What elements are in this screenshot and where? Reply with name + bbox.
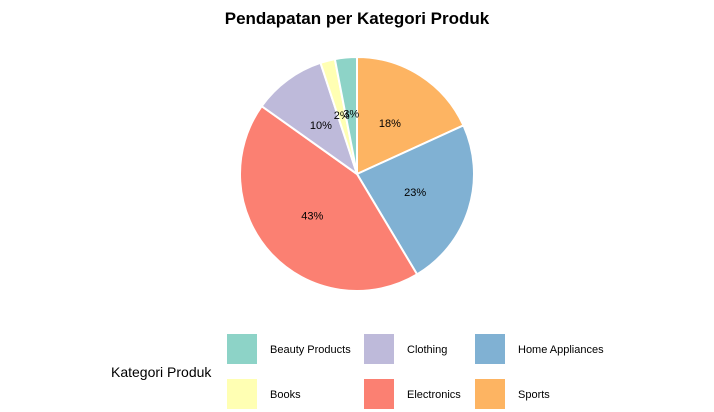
legend-label-sports: Sports <box>518 389 550 401</box>
legend-item-sports: Sports <box>475 379 550 409</box>
pie-slice-labels: 18% 23% 43% 10%2%3% <box>301 108 426 222</box>
legend-title: Kategori Produk <box>111 364 212 380</box>
legend-label-home-appliances: Home Appliances <box>518 344 604 356</box>
slice-label-beauty-products: 3% <box>343 108 359 120</box>
pie-slice-clothing <box>260 61 359 177</box>
legend-swatch-electronics <box>364 379 394 409</box>
legend-label-books: Books <box>270 389 301 401</box>
pie-slice-home-appliances <box>355 124 475 276</box>
legend-item-beauty-products: Beauty Products <box>227 334 351 364</box>
slice-label-sports: 18% <box>379 118 401 130</box>
legend-label-beauty-products: Beauty Products <box>270 344 351 356</box>
pie-slice-sports <box>356 55 465 176</box>
legend-item-home-appliances: Home Appliances <box>475 334 604 364</box>
legend-swatch-clothing <box>364 334 394 364</box>
slice-label-clothing: 10% <box>310 120 332 132</box>
legend-swatch-beauty-products <box>227 334 257 364</box>
legend-item-books: Books <box>227 379 301 409</box>
chart-title: Pendapatan per Kategori Produk <box>225 9 490 28</box>
slice-label-books: 2% <box>334 110 350 122</box>
legend-item-clothing: Clothing <box>364 334 447 364</box>
legend-swatch-books <box>227 379 257 409</box>
legend-item-electronics: Electronics <box>364 379 461 409</box>
slice-label-home-appliances: 23% <box>404 187 426 199</box>
pie-slice-electronics <box>239 104 419 292</box>
legend-label-electronics: Electronics <box>407 389 461 401</box>
pie-slice-beauty-products <box>333 55 358 175</box>
slice-label-electronics: 43% <box>301 210 323 222</box>
legend-label-clothing: Clothing <box>407 344 447 356</box>
legend: Beauty Products Books Clothing Electronics H… <box>227 334 604 409</box>
pie-slices <box>239 55 475 292</box>
legend-swatch-home-appliances <box>475 334 505 364</box>
legend-swatch-sports <box>475 379 505 409</box>
